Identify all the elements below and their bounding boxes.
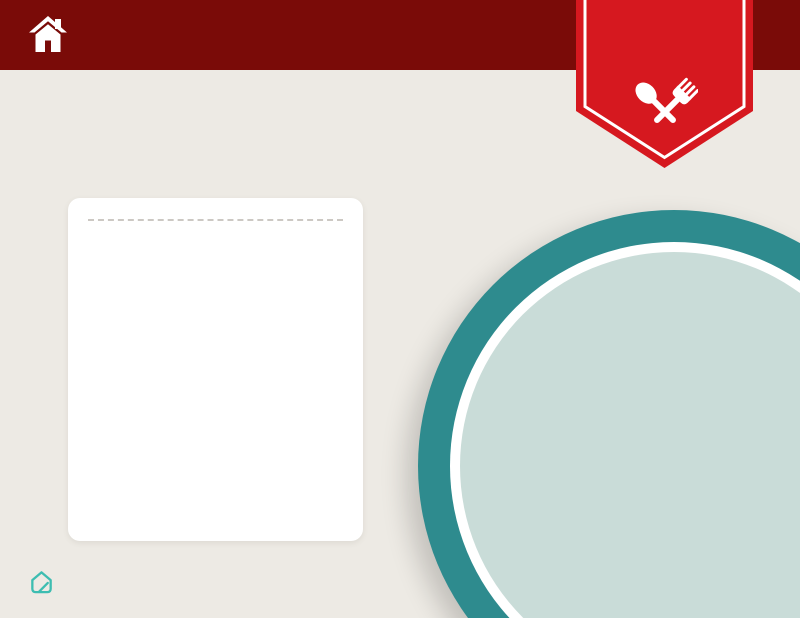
crossed-utensils-icon <box>635 77 698 123</box>
house-icon <box>29 16 67 52</box>
good-eats-panel <box>540 284 780 299</box>
ribbon-shape <box>576 0 753 168</box>
divider <box>88 219 343 221</box>
disclaimer <box>358 571 750 587</box>
food-report-badge <box>576 0 753 170</box>
score-card <box>68 198 363 541</box>
listreports-logo <box>28 569 62 596</box>
listreports-icon <box>31 571 52 594</box>
